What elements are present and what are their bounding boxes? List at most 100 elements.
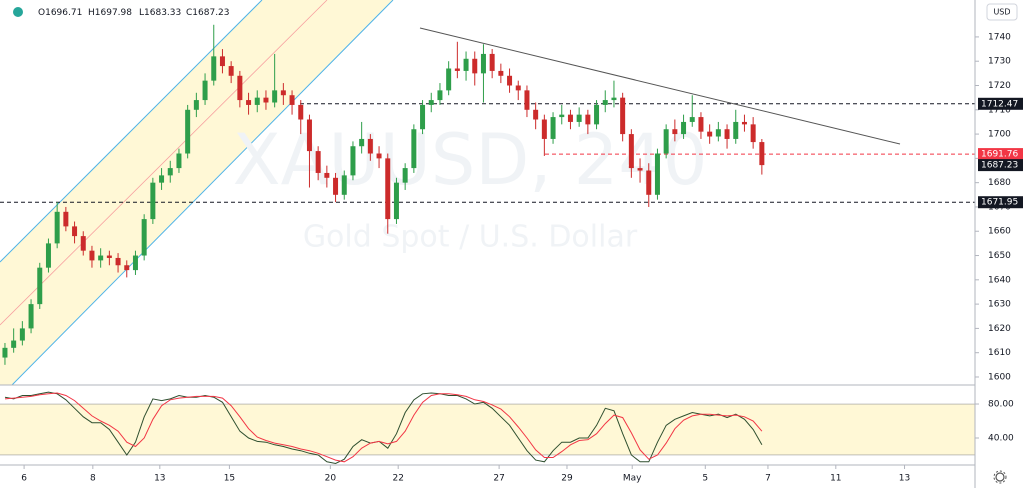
osc-line: [4, 392, 763, 463]
x-tick-label: 15: [224, 474, 235, 484]
candle-body: [741, 121, 747, 125]
candle-body: [2, 347, 8, 358]
x-tick-label: 8: [90, 474, 96, 484]
candle-body: [289, 95, 295, 105]
ohlc-key: O: [38, 8, 45, 18]
price-level-label: 1712.47: [981, 99, 1018, 109]
candle-body: [28, 304, 34, 329]
channel-mid: [0, 0, 328, 326]
y-tick-label: 1650: [988, 251, 1011, 261]
candle-body: [602, 100, 608, 105]
candle-body: [646, 170, 652, 195]
candle-body: [280, 90, 286, 96]
y-tick-label: 1710: [988, 105, 1011, 115]
candle-body: [576, 114, 582, 122]
candle-body: [594, 104, 600, 125]
candle-body: [707, 131, 713, 137]
candle-body: [637, 168, 643, 171]
candle-body: [98, 255, 104, 261]
candle-body: [246, 100, 252, 105]
candle-body: [202, 80, 208, 101]
x-tick-label: 5: [702, 474, 708, 484]
price-level-box: [978, 148, 1023, 161]
candle-body: [89, 250, 95, 261]
candle-body: [315, 151, 321, 173]
y-tick-label: 1620: [988, 324, 1011, 334]
candle-body: [37, 267, 43, 305]
candle-body: [446, 68, 452, 91]
candle-body: [385, 158, 391, 220]
candle-body: [176, 153, 182, 169]
candle-body: [689, 117, 695, 122]
gear-teeth[interactable]: [993, 470, 1007, 484]
last-price-box: [978, 159, 1023, 172]
candle-body: [306, 119, 312, 152]
candle-body: [672, 129, 678, 135]
candle-body: [515, 85, 521, 91]
settings-gear[interactable]: [993, 470, 1007, 484]
channel-fill: [0, 0, 393, 385]
x-tick-label: 13: [899, 474, 910, 484]
osc-line: [4, 391, 763, 465]
osc-tick-label: 80.00: [988, 400, 1014, 410]
gear-ring[interactable]: [995, 472, 1005, 482]
x-tick-label: 11: [830, 474, 841, 484]
currency-label[interactable]: USD: [993, 8, 1010, 17]
y-tick-label: 1720: [988, 81, 1011, 91]
x-tick-label: 22: [392, 474, 403, 484]
candle-body: [437, 90, 443, 101]
candle-body: [620, 97, 626, 135]
candle-body: [428, 100, 434, 105]
channel-upper: [0, 0, 263, 263]
status-dot: [13, 7, 23, 17]
currency-button[interactable]: [986, 3, 1018, 21]
candle-body: [54, 211, 60, 244]
candle-body: [333, 177, 339, 195]
candle-body: [420, 104, 426, 130]
candle-body: [663, 129, 669, 154]
candle-body: [237, 75, 243, 101]
candle-body: [541, 119, 547, 139]
candle-body: [228, 66, 234, 76]
candle-body: [193, 100, 199, 110]
ohlc-legend: O1696.71 H1697.98 L1683.33 C1687.23: [38, 8, 230, 18]
trend-line: [419, 27, 901, 145]
osc-tick-label: 40.00: [988, 433, 1014, 443]
candle-body: [402, 168, 408, 183]
candle-body: [185, 109, 191, 154]
candle-body: [72, 226, 78, 237]
candle-body: [324, 172, 330, 178]
y-tick-label: 1610: [988, 348, 1011, 358]
last-price-label: 1687.23: [981, 161, 1018, 171]
candle-body: [19, 328, 25, 341]
candle-body: [211, 56, 217, 81]
x-tick-label: 27: [493, 474, 504, 484]
candle-body: [115, 257, 121, 266]
candle-body: [124, 265, 130, 271]
ohlc-key: C: [186, 8, 192, 18]
y-tick-label: 1660: [988, 227, 1011, 237]
ohlc-value: 1696.71: [45, 8, 82, 18]
y-tick-label: 1640: [988, 275, 1011, 285]
candle-body: [463, 58, 469, 71]
candle-body: [681, 121, 687, 135]
y-tick-label: 1680: [988, 178, 1011, 188]
candle-body: [106, 255, 112, 258]
candle-body: [550, 117, 556, 139]
ohlc-value: 1697.98: [95, 8, 132, 18]
price-level-box: [978, 196, 1023, 209]
y-tick-label: 1700: [988, 130, 1011, 140]
candle-body: [359, 138, 365, 147]
price-level-box: [978, 97, 1023, 110]
candle-body: [480, 53, 486, 74]
candle-body: [507, 75, 513, 86]
candle-body: [611, 97, 617, 101]
candle-body: [159, 175, 165, 183]
candle-body: [524, 90, 530, 110]
candle-body: [498, 70, 504, 76]
candle-body: [559, 114, 565, 118]
candle-body: [350, 146, 356, 176]
candle-body: [132, 255, 138, 271]
candle-body: [45, 243, 51, 268]
